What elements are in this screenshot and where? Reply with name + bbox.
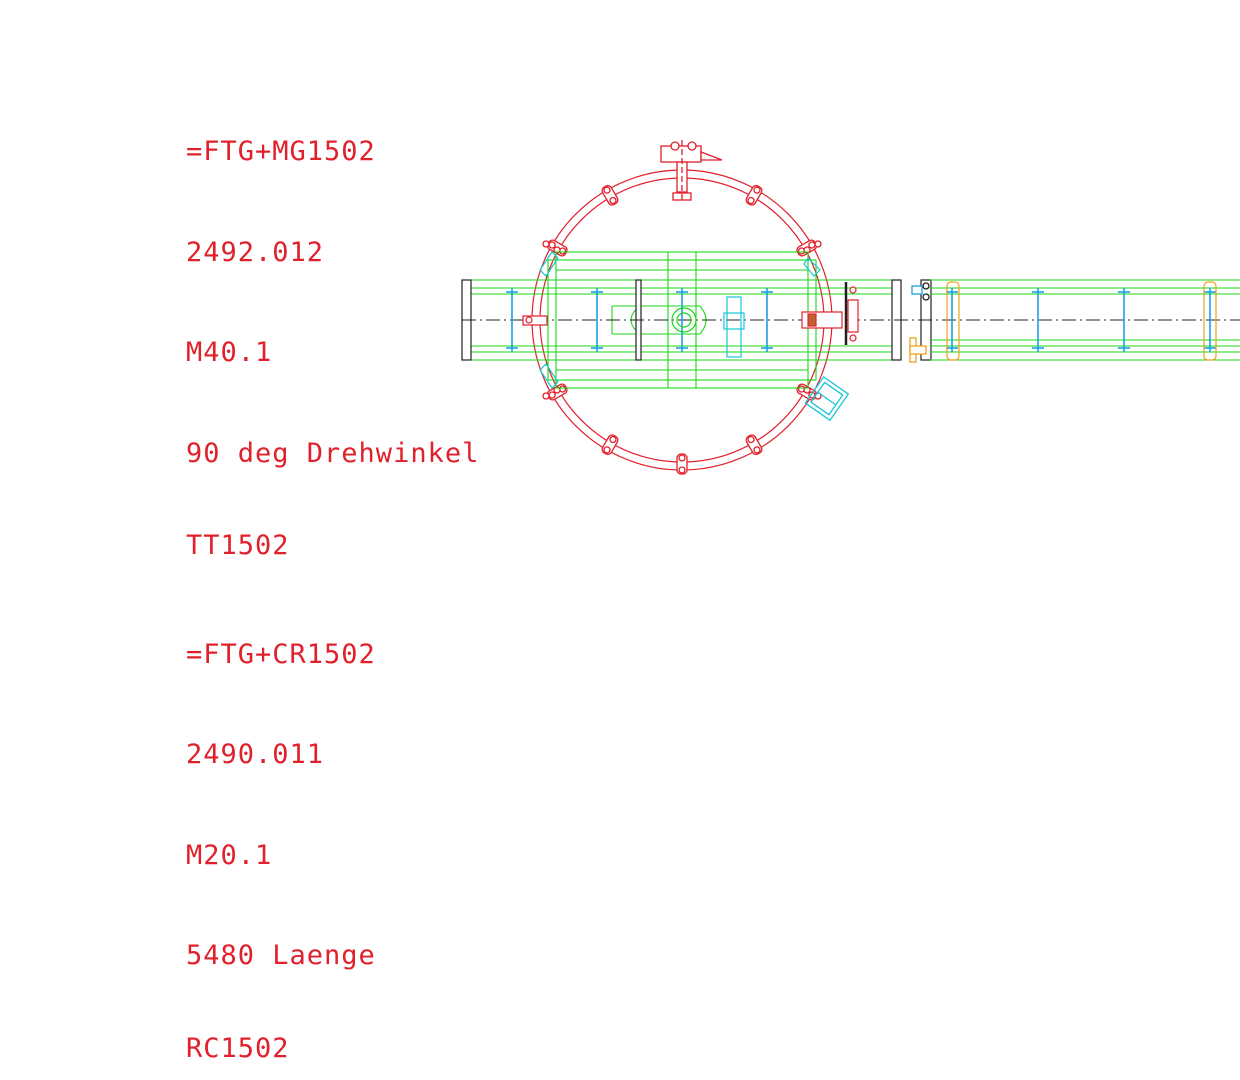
top-drive-unit: [660, 140, 723, 201]
orange-coupling: [909, 282, 930, 363]
label-turntable-motor: M40.1: [186, 337, 273, 368]
right-gripper-unit: [801, 282, 859, 345]
label-turntable-code: 2492.012: [186, 236, 325, 268]
label-conveyor-tag: =FTG+CR1502: [186, 638, 376, 670]
turntable-rollers: [506, 288, 773, 352]
right-conveyor-rollers: [946, 288, 1216, 352]
lower-right-motor: [804, 375, 850, 422]
label-turntable-angle: 90 deg Drehwinkel: [186, 437, 480, 469]
left-stopper: [522, 315, 548, 326]
label-conveyor-code: 2490.011: [186, 739, 325, 770]
center-motor: [671, 307, 697, 333]
ring-side-brackets: [539, 251, 821, 389]
label-turntable-tag: =FTG+MG1502: [186, 136, 376, 167]
cad-drawing: [461, 140, 1240, 475]
right-conveyor-orange-guides: [946, 281, 1217, 361]
right-conveyor-frame: [930, 279, 1240, 361]
turntable-conveyor: [462, 279, 900, 361]
label-conveyor-motor: M20.1: [186, 839, 273, 871]
label-conveyor-id: RC1502: [186, 1032, 290, 1064]
cyan-actuator: [723, 296, 745, 358]
label-conveyor-length: 5480 Laenge: [186, 940, 376, 971]
